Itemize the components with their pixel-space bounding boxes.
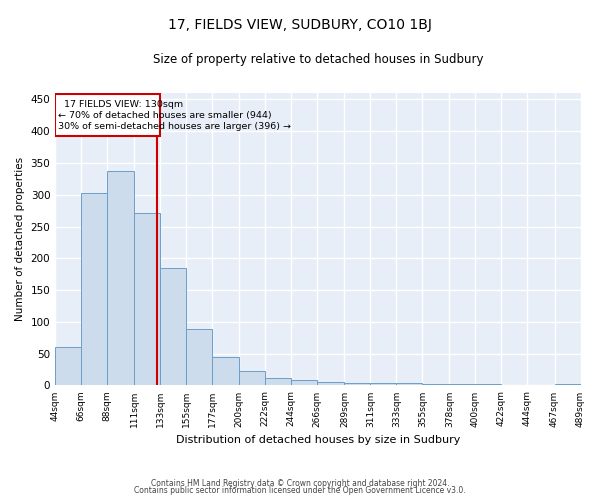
X-axis label: Distribution of detached houses by size in Sudbury: Distribution of detached houses by size … bbox=[176, 435, 460, 445]
Bar bbox=[134, 212, 160, 386]
Text: 30% of semi-detached houses are larger (396) →: 30% of semi-detached houses are larger (… bbox=[58, 122, 290, 131]
Bar bbox=[55, 94, 160, 136]
Bar bbox=[317, 382, 344, 386]
Bar bbox=[344, 383, 370, 386]
Bar bbox=[291, 380, 317, 386]
Text: Contains public sector information licensed under the Open Government Licence v3: Contains public sector information licen… bbox=[134, 486, 466, 495]
Y-axis label: Number of detached properties: Number of detached properties bbox=[15, 157, 25, 322]
Bar bbox=[81, 193, 107, 386]
Text: 17 FIELDS VIEW: 130sqm: 17 FIELDS VIEW: 130sqm bbox=[58, 100, 182, 109]
Bar bbox=[160, 268, 186, 386]
Bar bbox=[502, 385, 527, 386]
Bar bbox=[55, 348, 81, 386]
Text: ← 70% of detached houses are smaller (944): ← 70% of detached houses are smaller (94… bbox=[58, 112, 271, 120]
Text: Contains HM Land Registry data © Crown copyright and database right 2024.: Contains HM Land Registry data © Crown c… bbox=[151, 478, 449, 488]
Bar bbox=[370, 383, 397, 386]
Bar bbox=[186, 330, 212, 386]
Bar bbox=[422, 384, 449, 386]
Bar bbox=[554, 384, 581, 386]
Bar bbox=[265, 378, 291, 386]
Bar bbox=[107, 171, 134, 386]
Text: 17, FIELDS VIEW, SUDBURY, CO10 1BJ: 17, FIELDS VIEW, SUDBURY, CO10 1BJ bbox=[168, 18, 432, 32]
Bar bbox=[212, 357, 239, 386]
Bar bbox=[449, 384, 475, 386]
Bar bbox=[239, 372, 265, 386]
Bar bbox=[397, 383, 422, 386]
Bar bbox=[475, 384, 502, 386]
Title: Size of property relative to detached houses in Sudbury: Size of property relative to detached ho… bbox=[152, 52, 483, 66]
